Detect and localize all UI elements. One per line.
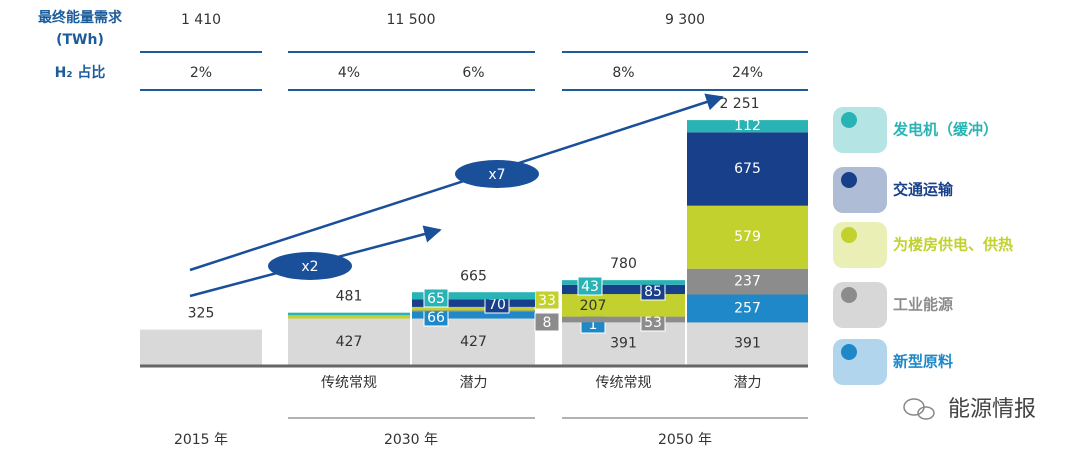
bar-segment [687, 322, 808, 365]
legend-label: 为楼房供电、供热 [893, 236, 1013, 254]
header-value: 9 300 [665, 12, 705, 28]
legend-icon [841, 344, 857, 360]
header-rules [140, 51, 808, 91]
value-label: 257 [734, 300, 761, 316]
bar-segment [412, 310, 535, 312]
value-label: 1 [589, 317, 598, 333]
value-label: 237 [734, 274, 761, 290]
annotation-badge [455, 160, 539, 188]
bar-segment [412, 306, 535, 311]
legend-icon [833, 282, 887, 328]
header-value: 4% [338, 65, 360, 81]
group-label: 2015 年 [174, 432, 228, 448]
header-value: 6% [462, 65, 484, 81]
value-label: 579 [734, 229, 761, 245]
total-label: 2 251 [719, 96, 759, 112]
bar-segment [140, 329, 262, 365]
x-tick-label: 传统常规 [321, 375, 377, 391]
group-label: 2030 年 [384, 432, 438, 448]
header-value: 1 410 [181, 12, 221, 28]
bar-segment [288, 315, 410, 319]
value-label: 70 [488, 297, 506, 313]
bar-segment [687, 294, 808, 323]
value-label: 85 [644, 284, 662, 300]
legend-label: 交通运输 [893, 181, 954, 199]
group-label: 2050 年 [658, 432, 712, 448]
total-label: 481 [336, 289, 363, 305]
value-label: 427 [336, 334, 363, 350]
header-value: 2% [190, 65, 212, 81]
header-value: 24% [732, 65, 763, 81]
label-box [534, 312, 560, 332]
value-label: 53 [644, 315, 662, 331]
x-tick-label: 传统常规 [596, 375, 652, 391]
bar-segment [412, 292, 535, 300]
legend-icon [841, 112, 857, 128]
bar-segment [412, 311, 535, 319]
legend-icon [833, 167, 887, 213]
label-box [423, 288, 449, 308]
bar-segment [288, 318, 410, 365]
total-label: 665 [460, 269, 487, 285]
bar-segment [562, 280, 685, 285]
bar-segment [562, 284, 685, 295]
header-label: 最终能量需求 [38, 9, 123, 26]
total-label: 780 [610, 256, 637, 272]
legend-icon [841, 287, 857, 303]
annotation: x7 [488, 167, 505, 183]
legend-icon [841, 172, 857, 188]
value-label: 33 [538, 293, 556, 309]
value-label: 391 [610, 336, 637, 352]
x-tick-label: 潜力 [734, 375, 762, 391]
annotation: x2 [301, 259, 318, 275]
value-label: 8 [543, 315, 552, 331]
header-value: 11 500 [387, 12, 436, 28]
watermark-icon [903, 398, 935, 420]
value-label: 207 [580, 298, 607, 314]
watermark: 能源情报 [948, 397, 1036, 422]
value-label: 43 [581, 279, 599, 295]
value-label: 65 [427, 291, 445, 307]
legend-icon [833, 107, 887, 153]
value-label: 427 [460, 334, 487, 350]
bar-segment [412, 299, 535, 307]
legend-icon [833, 222, 887, 268]
bar-segment [687, 268, 808, 295]
header-unit: (TWh) [56, 32, 104, 48]
legend-icon [841, 227, 857, 243]
legend-label: 工业能源 [893, 296, 953, 314]
bar-segment [562, 316, 685, 323]
bar-segment [288, 312, 410, 316]
annotation-badge [268, 252, 352, 280]
bar-segment [687, 120, 808, 133]
bar-segment [687, 132, 808, 206]
label-box [577, 276, 603, 296]
legend-icon [833, 339, 887, 385]
value-label: 112 [734, 118, 761, 134]
legend-label: 发电机（缓冲） [892, 121, 998, 139]
total-label: 325 [188, 306, 215, 322]
bar-segment [687, 205, 808, 269]
legend-label: 新型原料 [893, 353, 953, 371]
value-label: 66 [427, 310, 445, 326]
value-label: 675 [734, 161, 761, 177]
x-tick-label: 潜力 [460, 375, 488, 391]
header-label: H₂ 占比 [55, 64, 106, 81]
header-value: 8% [612, 65, 634, 81]
value-label: 391 [734, 336, 761, 352]
